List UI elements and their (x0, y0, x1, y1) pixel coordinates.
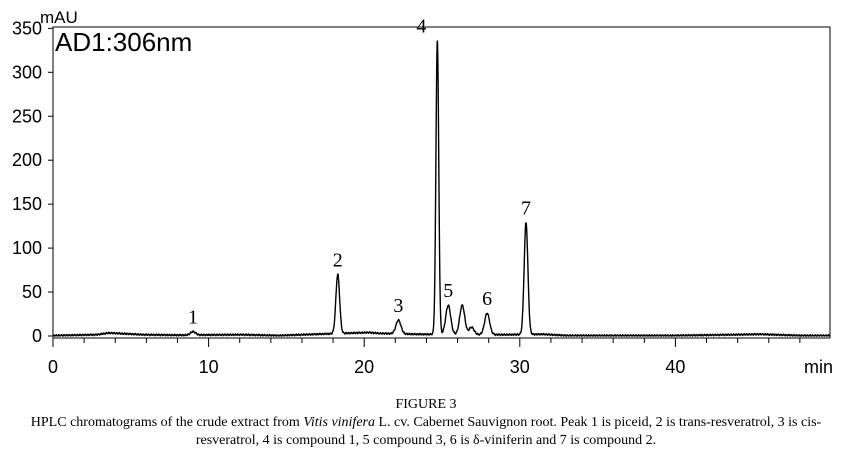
figure-label: FIGURE 3 (395, 397, 457, 412)
y-tick-label: 250 (12, 106, 42, 126)
x-tick-label: 0 (48, 357, 58, 377)
x-tick-label: 20 (354, 357, 374, 377)
x-axis-unit: min (804, 357, 833, 377)
plot-frame (52, 26, 831, 339)
y-tick-label: 50 (22, 282, 42, 302)
y-axis: 0 50 100 150 200 250 300 350 (12, 18, 53, 346)
peak-label: 7 (521, 198, 531, 220)
caption-text-end: L. cv. Cabernet Sauvignon root. Peak 1 i… (195, 415, 822, 448)
x-tick-label: 40 (665, 357, 685, 377)
peak-label: 6 (482, 288, 492, 310)
x-tick-label: 10 (199, 357, 219, 377)
peak-label: 1 (188, 307, 198, 329)
x-tick-label: 30 (510, 357, 530, 377)
peak-labels: 1 2 3 4 5 6 7 (188, 16, 531, 329)
y-tick-label: 100 (12, 238, 42, 258)
y-tick-label: 350 (12, 18, 42, 38)
peak-label: 2 (333, 249, 343, 271)
caption-species-name: Vitis vinifera (303, 415, 375, 430)
y-axis-unit: mAU (40, 8, 78, 27)
caption-text-start: HPLC chromatograms of the crude extract … (30, 415, 304, 430)
figure-caption-block: FIGURE 3 HPLC chromatograms of the crude… (0, 396, 852, 450)
chromatogram-chart: mAU AD1:306nm min 050100150200250300350 … (12, 8, 833, 377)
y-tick-label: 150 (12, 194, 42, 214)
x-axis: 0 10 20 30 40 (48, 338, 801, 377)
peak-label: 3 (393, 295, 403, 317)
figure-caption: HPLC chromatograms of the crude extract … (0, 414, 852, 450)
peak-label: 4 (416, 16, 426, 38)
y-tick-label: 300 (12, 62, 42, 82)
y-tick-label: 200 (12, 150, 42, 170)
y-tick-label: 0 (32, 326, 42, 346)
chart-title: AD1:306nm (55, 27, 192, 57)
chromatogram-trace (52, 40, 831, 337)
peak-label: 5 (443, 280, 453, 302)
